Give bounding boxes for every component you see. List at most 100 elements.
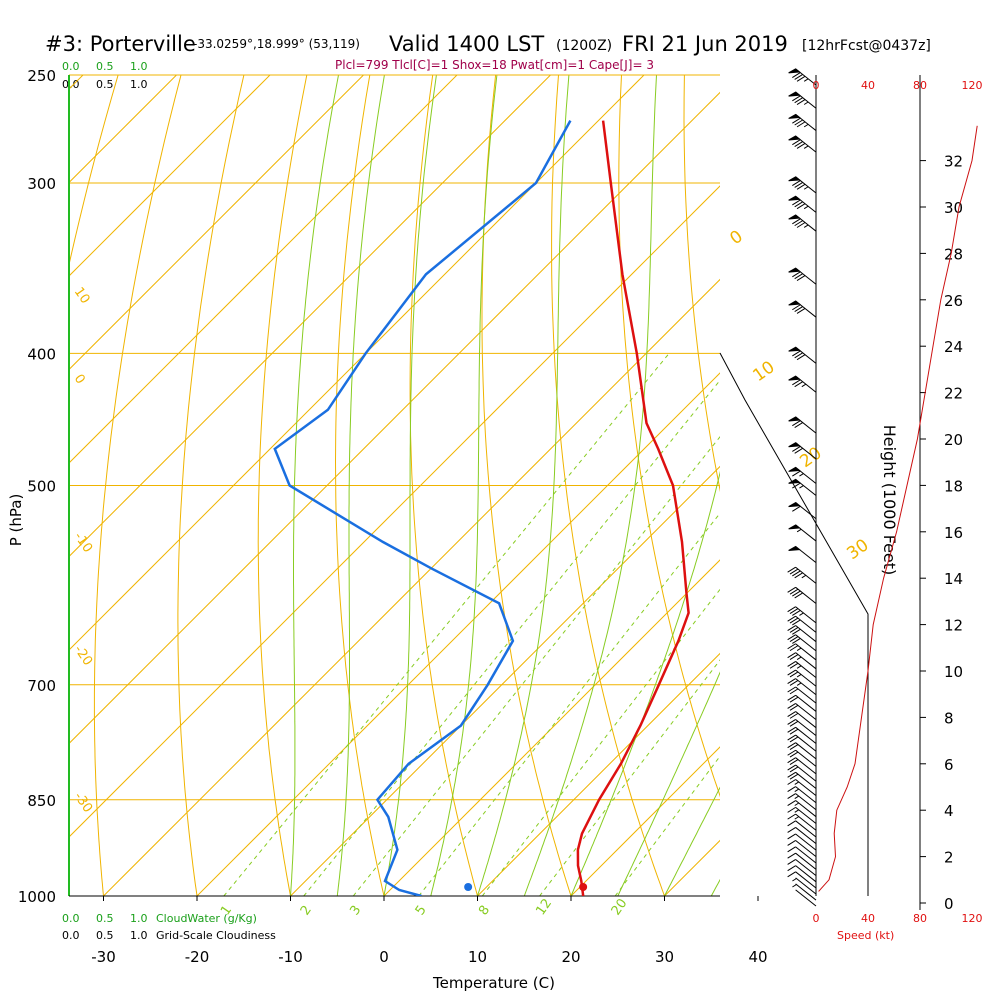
wind-barb-feather [787,726,796,733]
wind-barb-half-feather [796,682,802,686]
pressure-tick-label: 500 [27,478,56,496]
wind-barb-feather [792,72,801,78]
height-tick-label: 14 [944,570,963,588]
wind-barb-staff [795,865,817,883]
wind-barb-feather [796,142,806,149]
wind-barb-staff [795,625,817,643]
wind-barb-half-feather [794,781,800,785]
wind-barb-feather [787,711,796,717]
wind-barb-feather [787,625,796,631]
wind-barb-half-feather [792,884,797,888]
speed-tick-bottom: 80 [913,912,927,925]
wind-barb [787,779,817,797]
wind-barb-feather [796,354,806,361]
wind-barb-feather [789,688,799,695]
pressure-axis: 250 300 400 500 700 850 1000 [18,67,56,906]
dry-adiabat-line [809,51,1000,925]
cloudiness-tick-0: 0.0 [62,78,80,91]
isotherm-line [477,652,720,896]
wind-barb [788,346,817,364]
speed-tick-top: 40 [861,79,875,92]
wind-barb-feather [787,764,796,771]
isotherm-line [196,372,720,896]
temperature-tick-label: 10 [468,948,487,966]
wind-barb-feather [794,74,803,80]
wind-barb-feather [792,139,801,146]
wind-barb-half-feather [803,224,809,228]
wind-barb-feather [787,634,796,641]
dry-adiabat-line [996,51,1000,925]
wind-barb-feather [787,661,796,667]
wind-barb-feather [787,678,796,685]
wind-barb-staff [795,686,817,704]
wind-barb [787,652,817,670]
wind-barb [788,68,817,86]
wind-barb [787,806,817,824]
wind-barb-half-feather [803,123,809,128]
wind-barb-feather [789,588,799,595]
wind-barb-staff [795,586,817,604]
wind-barb [787,833,817,851]
wind-barb [787,686,817,704]
cloudiness-label: Grid-Scale Cloudiness [156,929,276,942]
wind-barb-staff [795,779,817,797]
wind-barb [788,176,817,194]
wind-barb [787,643,817,661]
wind-barb-half-feather [796,674,802,678]
wind-barb-staff [795,711,817,729]
wind-barb-staff [795,634,817,652]
wind-barb-feather [787,846,796,853]
wind-barb [787,800,817,818]
wind-barb-half-feather [794,816,800,820]
wind-barb-feather [787,771,796,778]
moist-adiabat-line [383,75,437,896]
wind-barb-staff [795,764,817,782]
wind-barb-feather [792,445,801,452]
wind-barb-staff [795,813,817,831]
wind-barb [788,545,817,564]
wind-barb-feather [794,141,803,147]
wind-barb-feather [792,470,801,477]
wind-barb-feather [792,570,801,577]
wind-barb-pennant [788,524,801,530]
wind-barb-feather [789,680,799,686]
wind-barb-feather [792,271,801,278]
wind-barb-feather [787,694,796,701]
wind-barb-feather [789,626,799,633]
wind-barb [788,501,817,520]
speed-tick-bottom: 120 [962,912,983,925]
wind-barb-pennant [788,346,801,352]
isotherm-line [103,278,720,896]
wind-barb-staff [795,678,817,696]
isotherm-line [69,75,551,558]
wind-barb [787,757,817,775]
wind-barb-staff [795,757,817,775]
dry-adiabat-label: 0 [726,227,746,250]
wind-barb-feather [789,720,799,727]
moist-adiabat-line [617,671,720,896]
wind-barb [787,840,817,858]
wind-barb-staff [795,871,817,889]
wind-barb-feather [792,199,801,206]
cloud-scale-bottom: 0.0 0.5 1.0 CloudWater (g/Kg) 0.0 0.5 1.… [62,912,276,942]
wind-barb-staff [795,859,817,877]
wind-barb-pennant [788,416,801,422]
wind-barb [787,661,817,678]
y-axis-label: P (hPa) [7,494,25,547]
wind-barb [787,865,817,883]
wind-barb-staff [795,694,817,712]
height-tick-label: 8 [944,709,954,727]
wind-barb [787,771,817,789]
cloudwater-label: CloudWater (g/Kg) [156,912,257,925]
wind-barb-feather [796,99,806,105]
dewpoint-line [273,119,572,896]
mixing-ratio-label: 8 [476,903,493,918]
wind-barb-feather [787,742,796,749]
mixing-ratio-line [539,659,720,896]
wind-barb-half-feather [794,795,800,800]
wind-barb-staff [795,846,817,864]
wind-barb-feather [792,304,801,311]
dry-adiabat-line [683,75,720,493]
wind-barb-staff [795,827,817,844]
wind-barb [787,813,817,831]
